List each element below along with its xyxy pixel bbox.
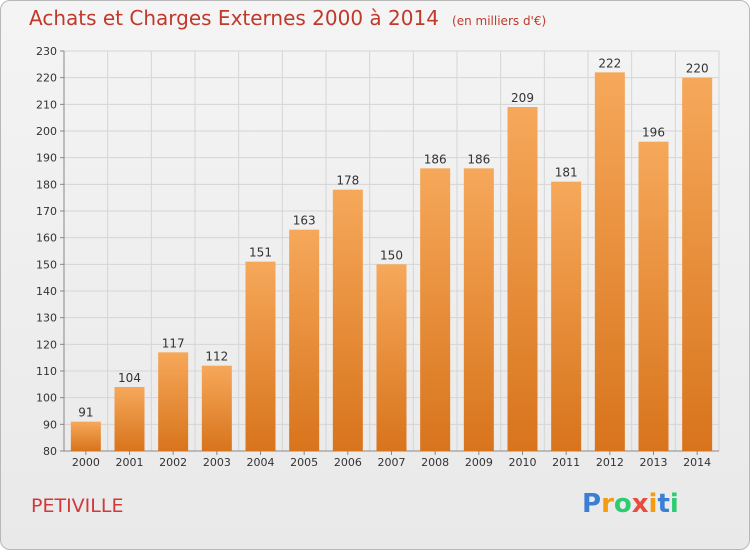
y-tick-label: 200 [36,125,57,138]
bar-2002 [158,352,189,451]
value-label-2004: 151 [249,246,272,260]
value-label-2009: 186 [467,152,490,166]
bar-2010 [507,107,538,451]
y-tick-label: 140 [36,285,57,298]
bars [70,72,713,452]
x-tick-label-2001: 2001 [116,456,144,469]
bar-2006 [332,189,363,451]
axes: 8090100110120130140150160170180190200210… [36,45,719,469]
chart-title-block: Achats et Charges Externes 2000 à 2014 (… [29,6,546,30]
y-tick-label: 180 [36,178,57,191]
bar-2000 [70,421,101,451]
value-labels: 91 104 117 112 151 163 178 150 186 186 209 181 222 19… [78,56,708,419]
logo-letter: x [631,489,649,519]
value-label-2008: 186 [424,152,447,166]
y-tick-label: 230 [36,45,57,58]
chart-title: Achats et Charges Externes 2000 à 2014 [29,6,439,30]
x-tick-label-2010: 2010 [509,456,537,469]
x-tick-label-2006: 2006 [334,456,362,469]
bar-2011 [551,181,582,451]
value-label-2014: 220 [686,62,709,76]
chart-unit: (en milliers d'€) [452,14,547,28]
x-tick-label-2003: 2003 [203,456,231,469]
bar-2003 [201,365,232,451]
city-name: PETIVILLE [31,495,124,517]
y-tick-label: 120 [36,338,57,351]
bar-2004 [245,261,276,451]
x-tick-label-2002: 2002 [159,456,187,469]
x-tick-label-2007: 2007 [378,456,406,469]
bar-2001 [114,387,145,451]
bar-2012 [594,72,625,451]
x-tick-label-2005: 2005 [290,456,318,469]
value-label-2007: 150 [380,248,403,262]
y-tick-label: 90 [43,418,57,431]
x-tick-label-2004: 2004 [247,456,275,469]
value-label-2000: 91 [78,406,93,420]
value-label-2006: 178 [336,174,359,188]
logo-letter: i [648,489,658,519]
x-tick-label-2014: 2014 [683,456,711,469]
value-label-2010: 209 [511,91,534,105]
y-tick-label: 190 [36,152,57,165]
logo-letter: r [601,489,614,519]
value-label-2005: 163 [293,214,316,228]
value-label-2001: 104 [118,371,141,385]
value-label-2012: 222 [598,56,621,70]
y-tick-label: 110 [36,365,57,378]
y-tick-label: 130 [36,312,57,325]
logo-letter: o [613,489,632,519]
value-label-2003: 112 [205,350,228,364]
x-tick-label-2009: 2009 [465,456,493,469]
value-label-2002: 117 [162,336,185,350]
logo-letter: i [669,489,679,519]
y-tick-label: 160 [36,232,57,245]
y-tick-label: 220 [36,72,57,85]
y-tick-label: 210 [36,98,57,111]
bar-2007 [376,264,407,451]
bar-2005 [289,229,320,451]
bar-2014 [682,77,713,452]
x-tick-label-2012: 2012 [596,456,624,469]
y-tick-label: 100 [36,392,57,405]
logo-letter: t [657,489,670,519]
y-tick-label: 80 [43,445,57,458]
bar-2008 [420,168,451,452]
proxiti-logo: Proxiti [582,489,679,519]
bar-2009 [463,168,494,452]
x-tick-label-2011: 2011 [552,456,580,469]
x-tick-label-2008: 2008 [421,456,449,469]
y-tick-label: 170 [36,205,57,218]
value-label-2013: 196 [642,126,665,140]
x-tick-label-2013: 2013 [640,456,668,469]
bar-2013 [638,141,669,451]
value-label-2011: 181 [555,166,578,180]
logo-letter: P [582,489,602,519]
x-tick-label-2000: 2000 [72,456,100,469]
y-tick-label: 150 [36,258,57,271]
